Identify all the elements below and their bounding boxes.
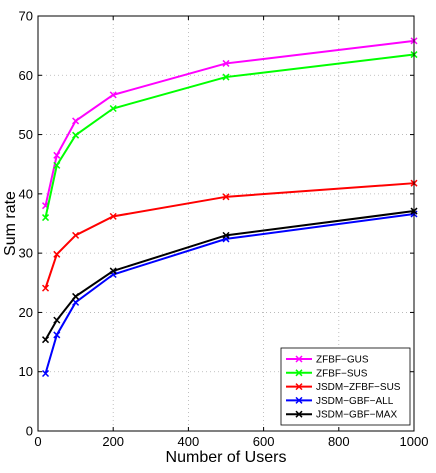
x-tick-label: 200: [102, 434, 124, 449]
data-point: [109, 91, 117, 99]
data-point: [222, 73, 230, 81]
y-tick-label: 20: [19, 305, 33, 320]
data-point: [53, 331, 61, 339]
grid-lines: [38, 16, 414, 431]
legend-label: JSDM−GBF−ALL: [316, 396, 394, 407]
legend-label: JSDM−GBF−MAX: [316, 410, 397, 421]
x-axis-title: Number of Users: [166, 449, 287, 466]
legend-item: JSDM−GBF−ALL: [286, 396, 394, 407]
legend-label: ZFBF−GUS: [316, 355, 369, 366]
legend-marker: [295, 410, 303, 418]
series-line: [44, 182, 415, 289]
data-point: [72, 231, 80, 239]
x-tick-label: 0: [34, 434, 41, 449]
data-point: [109, 212, 117, 220]
legend-marker: [295, 383, 303, 391]
data-point: [222, 193, 230, 201]
plot-frame: [37, 15, 415, 432]
data-point: [109, 267, 117, 275]
y-tick-label: 50: [19, 127, 33, 142]
data-point: [72, 131, 80, 139]
data-point: [41, 369, 50, 378]
y-tick-label: 0: [26, 424, 33, 439]
legend-item: JSDM−ZFBF−SUS: [286, 382, 401, 393]
data-point: [109, 104, 117, 113]
legend-item: JSDM−GBF−MAX: [286, 410, 397, 421]
x-tick-label: 1000: [400, 434, 429, 449]
legend: ZFBF−GUS ZFBF−SUS JSDM−ZFBF−SUS JSDM−GBF−AL…: [280, 347, 411, 426]
y-axis-title: Sum rate: [2, 191, 19, 256]
y-tick-label: 10: [19, 364, 33, 379]
series-3: [41, 210, 418, 378]
series-line: [44, 210, 415, 341]
y-tick-label: 60: [19, 68, 33, 83]
legend-item: ZFBF−SUS: [286, 368, 368, 379]
data-point: [72, 292, 80, 300]
data-point: [41, 284, 50, 292]
legend-marker: [295, 369, 303, 377]
legend-marker: [295, 355, 303, 363]
data-point: [53, 151, 61, 159]
x-tick-label: 800: [328, 434, 350, 449]
series-line: [44, 213, 415, 374]
y-tick-label: 70: [19, 9, 33, 24]
y-tick-label: 40: [19, 186, 33, 201]
series-layer: [41, 37, 418, 378]
legend-marker: [295, 396, 303, 404]
series-4: [41, 207, 418, 344]
data-point: [222, 231, 230, 239]
x-tick-label: 600: [253, 434, 275, 449]
data-point: [41, 336, 50, 344]
legend-label: JSDM−ZFBF−SUS: [316, 382, 401, 393]
data-point: [41, 214, 50, 222]
series-line: [44, 53, 415, 218]
data-point: [53, 316, 61, 324]
series-2: [41, 179, 418, 292]
data-point: [222, 59, 230, 67]
legend-label: ZFBF−SUS: [316, 368, 368, 379]
axis-ticks: 0 200 400 600 800 1000 0 10 20 30 40 50 60 70: [19, 9, 429, 450]
x-tick-label: 400: [178, 434, 200, 449]
data-point: [53, 161, 61, 169]
y-tick-label: 30: [19, 246, 33, 261]
data-point: [53, 250, 61, 258]
legend-item: ZFBF−GUS: [286, 355, 369, 366]
data-point: [72, 117, 80, 125]
